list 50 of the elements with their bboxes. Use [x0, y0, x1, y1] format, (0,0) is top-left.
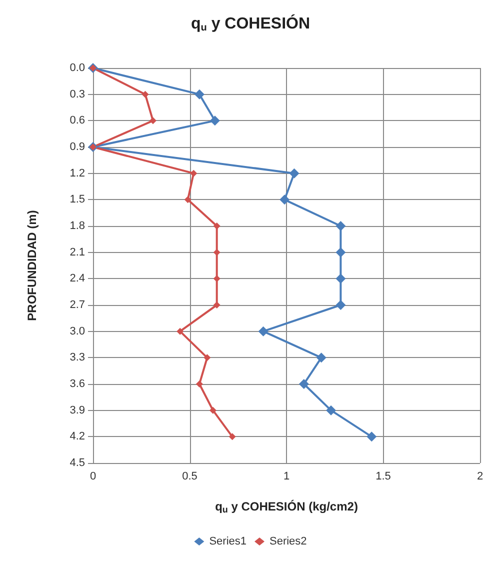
y-tick-label: 0.3: [70, 88, 85, 100]
point: [336, 221, 346, 231]
point: [142, 90, 149, 98]
y-tick-label: 1.8: [70, 220, 85, 232]
y-tick-label: 3.6: [70, 378, 85, 390]
point: [190, 170, 198, 177]
legend-label: Series1: [209, 536, 246, 548]
point: [184, 196, 192, 204]
point: [210, 116, 220, 126]
y-tick-label: 4.2: [70, 430, 85, 443]
point: [196, 380, 203, 388]
point: [194, 89, 204, 100]
legend-label: Series2: [270, 536, 307, 548]
point: [213, 248, 220, 256]
point: [204, 354, 211, 362]
y-tick-label: 2.7: [70, 299, 85, 311]
y-tick-label: 0.0: [70, 62, 85, 74]
point: [228, 433, 236, 440]
point: [258, 326, 268, 336]
point: [213, 275, 220, 282]
point: [213, 222, 220, 230]
point: [280, 194, 290, 205]
x-tick-label: 2: [476, 470, 484, 482]
point: [336, 274, 346, 284]
y-tick-label: 0.9: [70, 141, 85, 153]
y-tick-label: 1.5: [70, 194, 85, 206]
y-tick-label: 0.6: [70, 114, 85, 127]
point: [326, 405, 336, 416]
y-tick-label: 2.4: [70, 272, 85, 285]
y-tick-label: 2.1: [70, 246, 85, 258]
point: [289, 168, 300, 178]
x-tick-label: 1.5: [376, 470, 391, 482]
point: [213, 302, 220, 308]
point: [176, 328, 184, 335]
point: [316, 352, 326, 363]
y-tick-label: 1.2: [70, 167, 85, 180]
point: [298, 379, 309, 389]
point: [366, 432, 377, 442]
y-tick-label: 3.9: [70, 404, 85, 416]
x-tick-label: 1: [283, 470, 290, 482]
x-tick-label: 0: [90, 470, 96, 482]
point: [149, 117, 156, 124]
point: [209, 406, 216, 414]
x-tick-label: 0.5: [182, 470, 198, 482]
y-tick-label: 4.5: [70, 457, 85, 469]
point: [336, 300, 346, 310]
y-tick-label: 3.0: [70, 325, 85, 338]
point: [336, 247, 346, 258]
y-axis-title: PROFUNDIDAD (m): [25, 210, 39, 321]
y-tick-label: 3.3: [70, 352, 85, 364]
